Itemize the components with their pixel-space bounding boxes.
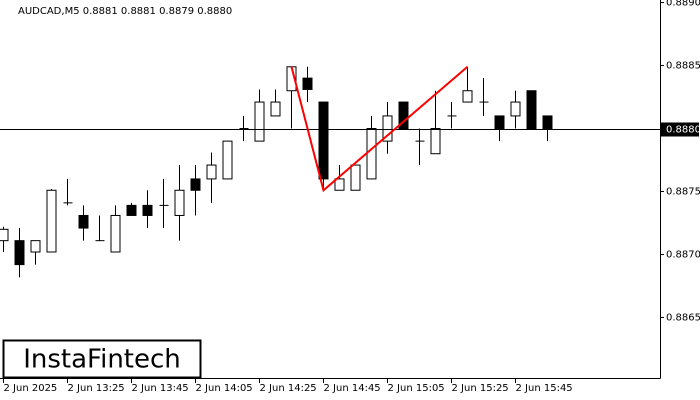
- candle-body: [510, 101, 521, 117]
- x-tick-label: 2 Jun 14:25: [260, 383, 317, 394]
- candle-body: [542, 115, 553, 130]
- plot-area: [0, 66, 553, 278]
- y-tick-label: 0.8885: [666, 61, 700, 72]
- candle-body: [174, 189, 185, 216]
- candle-body: [78, 214, 89, 229]
- candle-body: [430, 128, 441, 155]
- candle-body: [126, 204, 137, 216]
- candle-body: [302, 77, 313, 90]
- candle-body: [46, 189, 57, 253]
- candle-body: [494, 115, 505, 130]
- candle-body: [14, 240, 25, 266]
- y-tick-label: 0.8875: [666, 187, 700, 198]
- candle-body: [0, 228, 9, 242]
- candle-body: [190, 178, 201, 191]
- candle-body: [526, 90, 537, 130]
- x-tick-label: 2 Jun 14:45: [324, 383, 381, 394]
- candle-body: [222, 140, 233, 180]
- x-tick-label: 2 Jun 14:05: [196, 383, 253, 394]
- x-tick-label: 2 Jun 13:45: [132, 383, 189, 394]
- candle-body: [254, 101, 265, 142]
- candle-body: [270, 101, 281, 117]
- y-tick-label: 0.8890: [666, 0, 700, 9]
- x-tick-label: 2 Jun 15:45: [516, 383, 573, 394]
- candle-body: [30, 240, 41, 253]
- candle-body: [350, 164, 361, 191]
- candle-body: [462, 90, 473, 103]
- candle-body: [142, 204, 153, 216]
- y-tick-label: 0.8865: [666, 313, 700, 324]
- x-tick-label: 2 Jun 13:25: [68, 383, 125, 394]
- x-tick-label: 2 Jun 15:05: [388, 383, 445, 394]
- pattern-line: [290, 66, 469, 193]
- candle-body: [382, 115, 393, 142]
- candle-body: [334, 178, 345, 191]
- logo-box: [2, 339, 202, 379]
- logo: InstaFintech: [23, 345, 181, 375]
- chart-title: AUDCAD,M5 0.8881 0.8881 0.8879 0.8880: [18, 6, 232, 17]
- x-tick-label: 2 Jun 2025: [4, 383, 58, 394]
- y-tick-label: 0.8870: [666, 250, 700, 261]
- candle-body: [366, 128, 377, 180]
- last-price-box: [661, 122, 699, 137]
- last-price-label: 0.8880: [666, 125, 700, 136]
- candle-body: [206, 164, 217, 180]
- candle-body: [110, 214, 121, 253]
- candle-body: [398, 101, 409, 130]
- candle-body: [318, 101, 329, 180]
- x-tick-label: 2 Jun 15:25: [452, 383, 509, 394]
